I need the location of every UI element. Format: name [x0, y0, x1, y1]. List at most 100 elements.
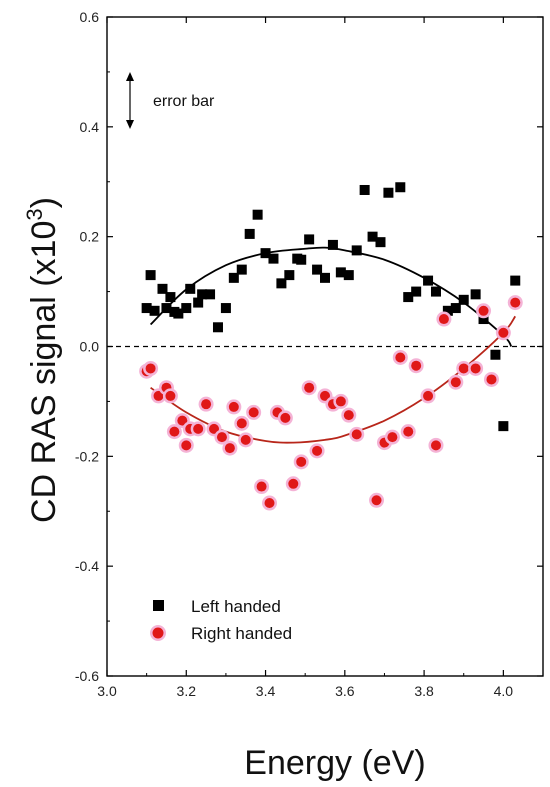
- point-left-handed: [212, 322, 223, 333]
- point-left-handed: [165, 292, 176, 303]
- point-right-handed: [288, 478, 299, 489]
- point-left-handed: [510, 275, 521, 286]
- point-right-handed: [177, 415, 188, 426]
- point-left-handed: [197, 289, 208, 300]
- point-left-handed: [161, 303, 172, 314]
- point-left-handed: [236, 264, 247, 275]
- point-left-handed: [458, 294, 469, 305]
- point-left-handed: [312, 264, 323, 275]
- point-right-handed: [153, 390, 164, 401]
- point-left-handed: [181, 303, 192, 314]
- point-right-handed: [169, 426, 180, 437]
- point-left-handed: [430, 286, 441, 297]
- point-left-handed: [375, 237, 386, 248]
- point-right-handed: [387, 432, 398, 443]
- point-right-handed: [470, 363, 481, 374]
- point-left-handed: [284, 270, 295, 281]
- legend: Left handed Right handed: [150, 597, 292, 643]
- point-left-handed: [383, 187, 394, 198]
- point-right-handed: [438, 314, 449, 325]
- point-left-handed: [403, 292, 414, 303]
- legend-marker-left: [153, 600, 164, 611]
- point-left-handed: [260, 248, 271, 259]
- point-right-handed: [165, 390, 176, 401]
- point-right-handed: [304, 382, 315, 393]
- point-right-handed: [371, 495, 382, 506]
- point-right-handed: [209, 423, 220, 434]
- point-right-handed: [430, 440, 441, 451]
- y-tick-label: -0.4: [75, 558, 99, 574]
- point-left-handed: [185, 283, 196, 294]
- x-tick-label: 3.0: [97, 683, 117, 699]
- point-left-handed: [193, 297, 204, 308]
- point-right-handed: [236, 418, 247, 429]
- tick-labels: 3.0 3.2 3.4 3.6 3.8 4.0 -0.6 -0.4 -0.2 0.0 0.2 0.4 0…: [75, 9, 513, 699]
- point-left-handed: [367, 231, 378, 242]
- point-left-handed: [268, 253, 279, 264]
- point-right-handed: [478, 305, 489, 316]
- point-left-handed: [411, 286, 422, 297]
- point-right-handed: [201, 399, 212, 410]
- point-right-handed: [458, 363, 469, 374]
- point-left-handed: [320, 272, 330, 283]
- point-right-handed: [296, 456, 307, 467]
- point-left-handed: [141, 303, 152, 314]
- point-left-handed: [220, 303, 231, 314]
- point-left-handed: [395, 182, 406, 193]
- point-right-handed: [280, 412, 291, 423]
- point-right-handed: [240, 434, 251, 445]
- x-axis-title: Energy (eV): [244, 744, 425, 782]
- point-left-handed: [351, 245, 362, 256]
- point-right-handed: [403, 426, 414, 437]
- point-right-handed: [498, 327, 509, 338]
- x-tick-label: 3.6: [335, 683, 355, 699]
- y-tick-label: -0.6: [75, 668, 99, 684]
- point-left-handed: [470, 289, 481, 300]
- point-right-handed: [181, 440, 192, 451]
- point-left-handed: [450, 303, 461, 314]
- point-left-handed: [205, 289, 216, 300]
- y-tick-label: 0.0: [80, 339, 100, 355]
- point-right-handed: [450, 377, 461, 388]
- point-right-handed: [411, 360, 422, 371]
- y-tick-label: 0.2: [80, 229, 100, 245]
- error-bar-annotation: error bar: [126, 72, 215, 129]
- point-left-handed: [335, 267, 346, 278]
- x-tick-label: 3.2: [177, 683, 197, 699]
- legend-label-right: Right handed: [191, 624, 292, 643]
- fit-curves: [149, 246, 517, 444]
- y-axis-title-sup: 3: [22, 208, 47, 220]
- point-left-handed: [359, 184, 370, 195]
- y-tick-label: 0.4: [80, 119, 100, 135]
- x-tick-label: 3.4: [256, 683, 276, 699]
- axis-ticks: [106, 16, 543, 677]
- point-left-handed: [304, 234, 315, 245]
- point-right-handed: [351, 429, 362, 440]
- y-axis-title-close: ): [25, 197, 63, 208]
- point-right-handed: [343, 410, 354, 421]
- point-right-handed: [193, 423, 204, 434]
- point-left-handed: [478, 314, 489, 325]
- point-right-handed: [224, 443, 235, 454]
- error-bar-arrowhead-bottom: [126, 120, 134, 129]
- point-right-handed: [335, 396, 346, 407]
- point-left-handed: [343, 270, 354, 281]
- data-points: [139, 182, 523, 511]
- point-left-handed: [327, 239, 338, 250]
- legend-marker-right: [152, 627, 164, 639]
- point-right-handed: [395, 352, 406, 363]
- point-right-handed: [256, 481, 267, 492]
- point-left-handed: [149, 305, 160, 316]
- point-right-handed: [216, 432, 227, 443]
- y-axis-title-main: CD RAS signal (x10: [25, 221, 63, 523]
- y-axis-title: CD RAS signal (x103): [22, 197, 63, 523]
- point-right-handed: [486, 374, 497, 385]
- point-left-handed: [244, 228, 255, 239]
- point-right-handed: [228, 401, 239, 412]
- point-left-handed: [490, 349, 501, 360]
- legend-label-left: Left handed: [191, 597, 281, 616]
- y-tick-label: -0.2: [75, 448, 99, 464]
- x-tick-label: 4.0: [494, 683, 514, 699]
- error-bar-arrowhead-top: [126, 72, 134, 81]
